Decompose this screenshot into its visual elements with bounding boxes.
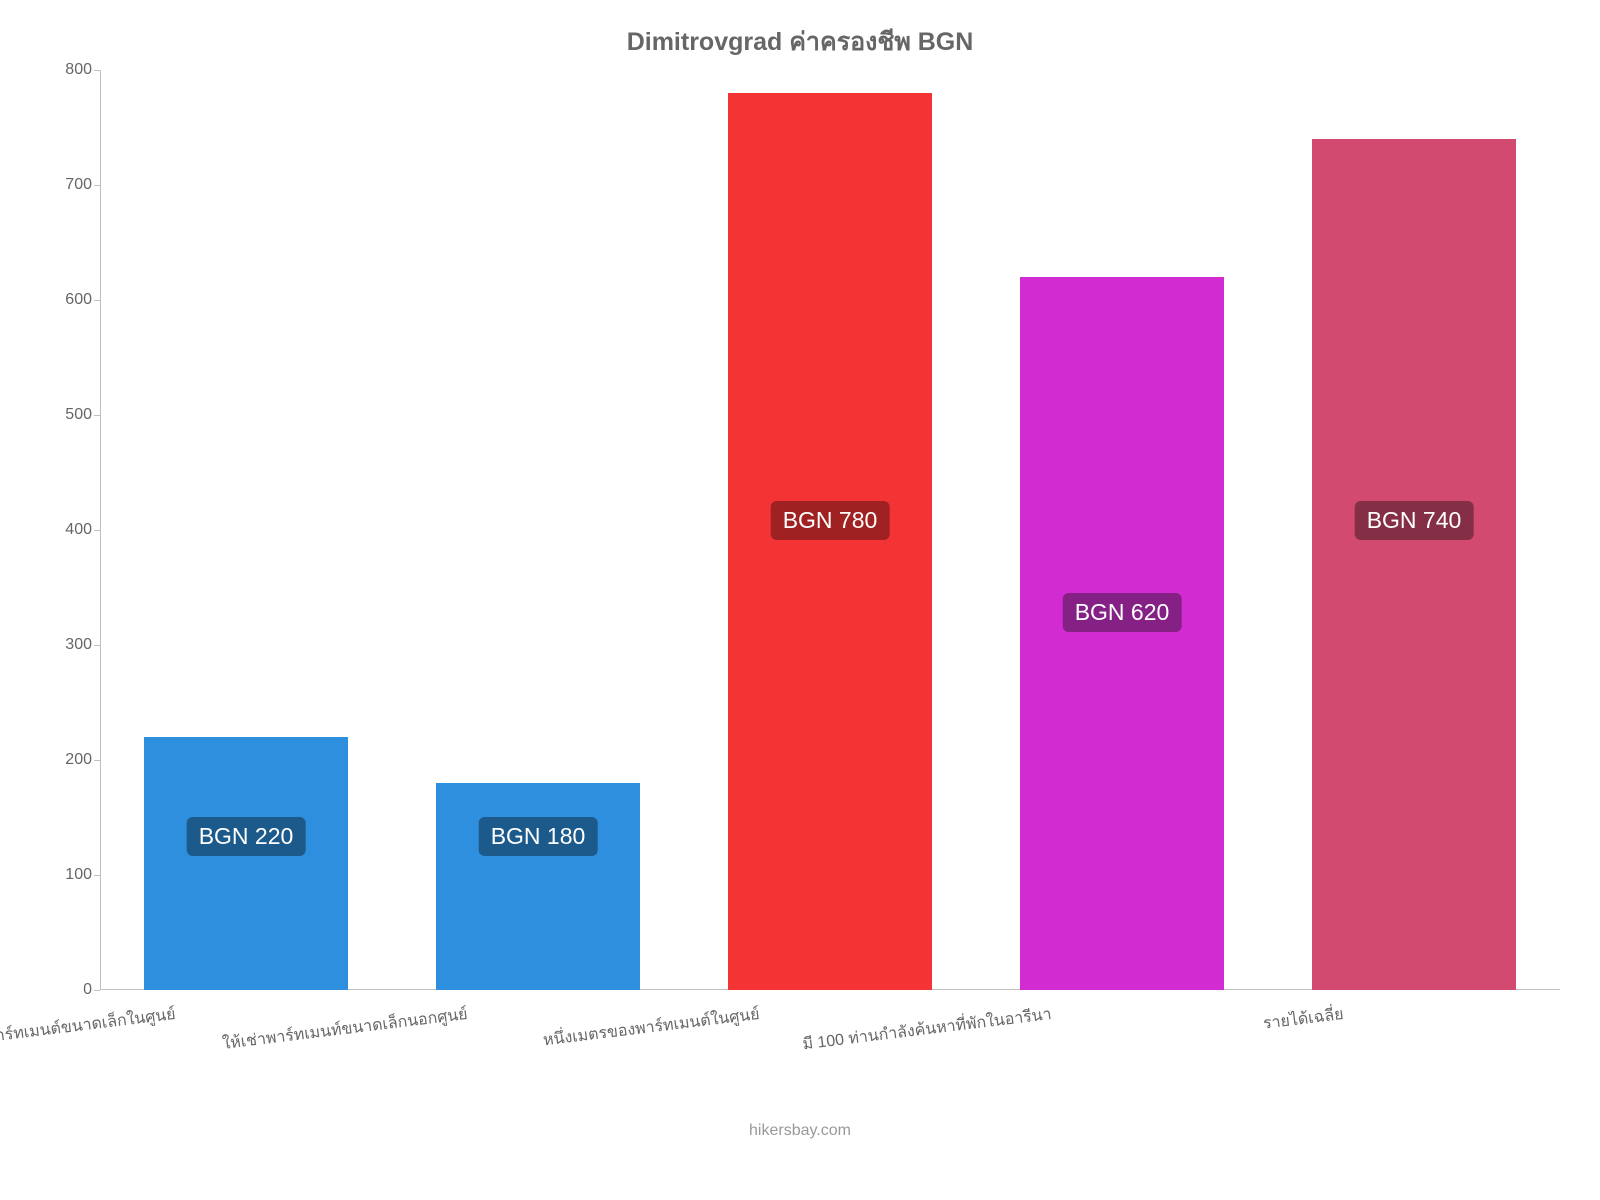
y-tick-label: 700 — [32, 176, 92, 194]
bar-value-label: BGN 780 — [771, 501, 890, 540]
bar — [1312, 139, 1516, 990]
bar — [436, 783, 640, 990]
y-tick-label: 600 — [32, 291, 92, 309]
bar-value-label: BGN 180 — [479, 817, 598, 856]
credit-text: hikersbay.com — [0, 1122, 1600, 1140]
x-tick-label: ให้เช่าพาร์ทเมนต์ขนาดเล็กในศูนย์ — [0, 1002, 177, 1063]
chart-container: Dimitrovgrad ค่าครองชีพ BGN 010020030040… — [0, 0, 1600, 1200]
plot-area: 0100200300400500600700800BGN 220ให้เช่าพ… — [100, 70, 1560, 990]
y-tick-label: 100 — [32, 866, 92, 884]
y-tick-mark — [94, 760, 100, 761]
y-tick-mark — [94, 875, 100, 876]
y-axis — [100, 70, 101, 990]
x-tick-label: หนึ่งเมตรของพาร์ทเมนต์ในศูนย์ — [460, 1002, 761, 1063]
chart-title: Dimitrovgrad ค่าครองชีพ BGN — [0, 22, 1600, 62]
x-tick-label: มี 100 ท่านกำลังค้นหาที่พักในอารีนา — [752, 1002, 1053, 1063]
y-tick-label: 0 — [32, 981, 92, 999]
y-tick-mark — [94, 645, 100, 646]
y-tick-mark — [94, 530, 100, 531]
y-tick-mark — [94, 990, 100, 991]
y-tick-mark — [94, 70, 100, 71]
y-tick-label: 800 — [32, 61, 92, 79]
y-tick-mark — [94, 415, 100, 416]
y-tick-mark — [94, 185, 100, 186]
y-tick-mark — [94, 300, 100, 301]
y-tick-label: 300 — [32, 636, 92, 654]
y-tick-label: 500 — [32, 406, 92, 424]
y-tick-label: 200 — [32, 751, 92, 769]
bar-value-label: BGN 220 — [187, 817, 306, 856]
bar-value-label: BGN 740 — [1355, 501, 1474, 540]
bar — [728, 93, 932, 990]
x-tick-label: ให้เช่าพาร์ทเมนท์ขนาดเล็กนอกศูนย์ — [168, 1002, 469, 1063]
x-tick-label: รายได้เฉลี่ย — [1044, 1002, 1345, 1063]
bar — [144, 737, 348, 990]
bar-value-label: BGN 620 — [1063, 593, 1182, 632]
bar — [1020, 277, 1224, 990]
y-tick-label: 400 — [32, 521, 92, 539]
